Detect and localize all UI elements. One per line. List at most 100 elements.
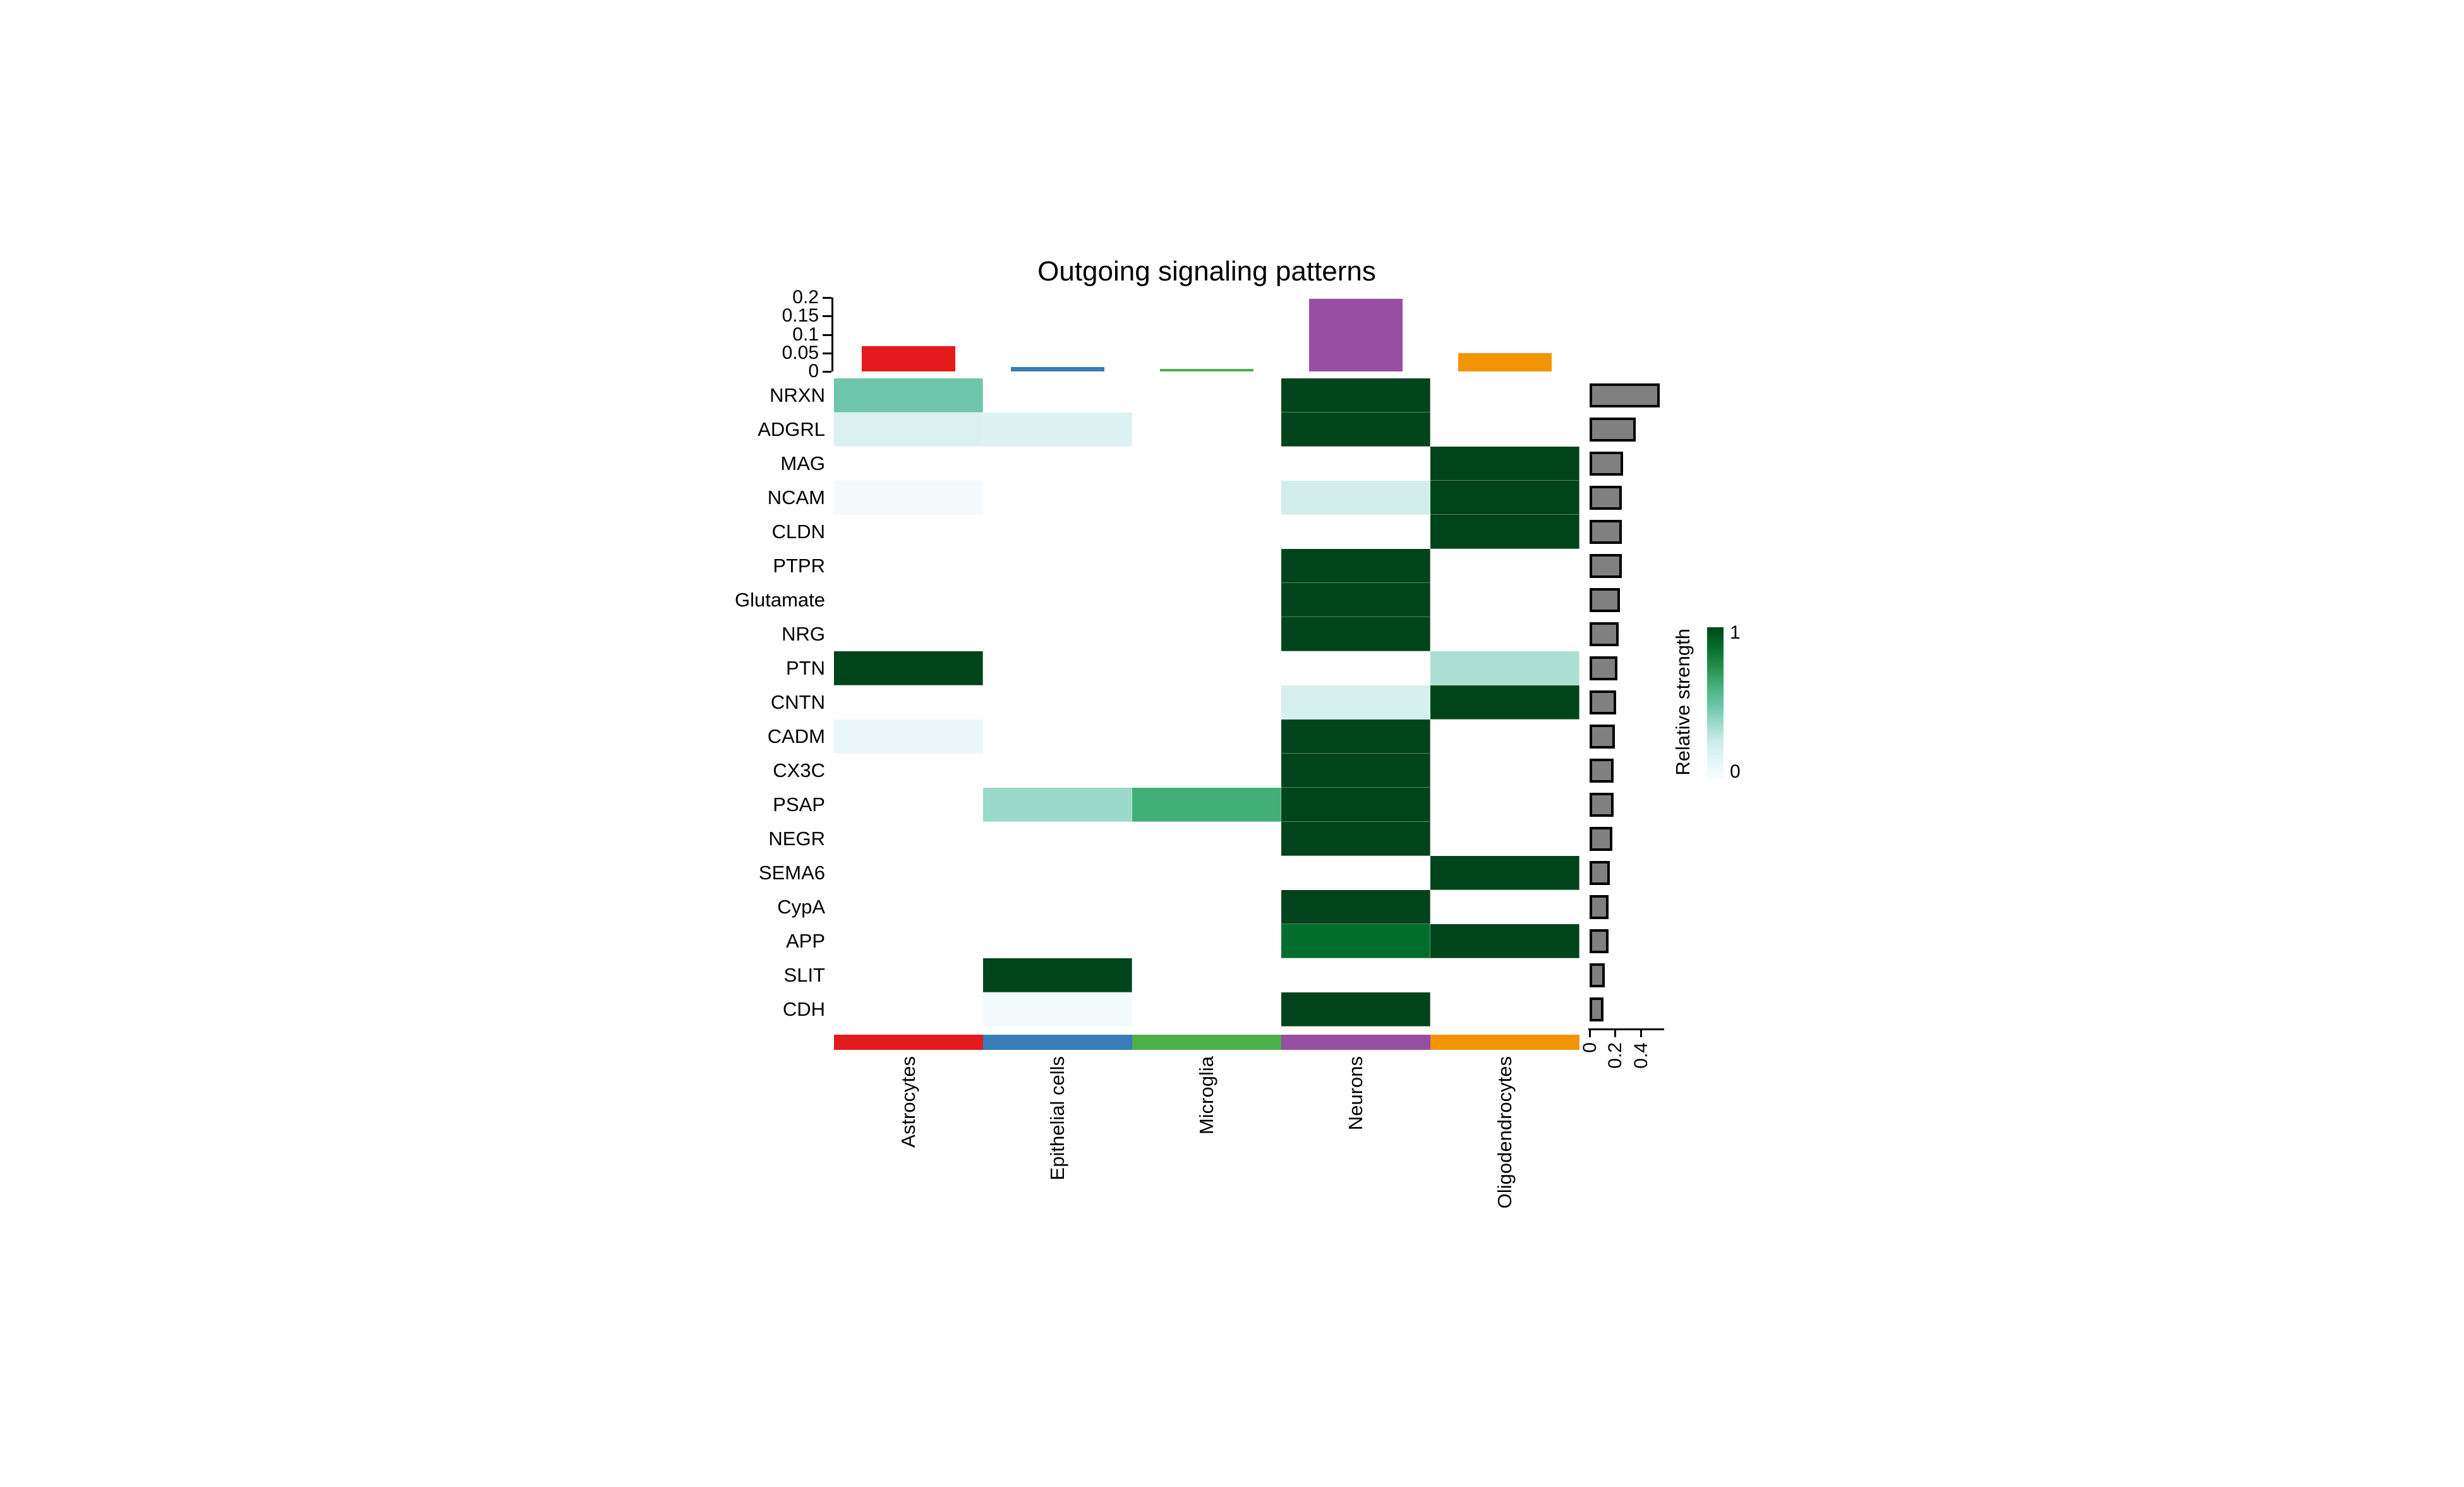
heatmap-cell (1132, 958, 1281, 992)
heatmap-cell (1430, 447, 1579, 481)
right-bar (1590, 554, 1622, 578)
top-bar (1458, 353, 1552, 371)
right-bar (1590, 963, 1605, 987)
heatmap-cell (834, 754, 983, 788)
heatmap-cell (1132, 583, 1281, 617)
top-axis-tick-label: 0.1 (792, 323, 819, 345)
heatmap-cell (1430, 412, 1579, 447)
heatmap-cell (983, 924, 1132, 958)
heatmap-cell (834, 890, 983, 924)
right-bar (1590, 690, 1616, 714)
row-label: PSAP (773, 793, 825, 816)
heatmap-cell (1430, 617, 1579, 651)
heatmap-cell (983, 992, 1132, 1026)
heatmap-cell (834, 412, 983, 447)
heatmap-cell (983, 549, 1132, 583)
heatmap-cell (1430, 378, 1579, 412)
heatmap-cell (1132, 515, 1281, 549)
row-label: CNTN (770, 691, 825, 713)
row-label: CADM (767, 725, 825, 747)
heatmap-cell (1132, 924, 1281, 958)
heatmap-cell (1430, 754, 1579, 788)
row-label: Glutamate (734, 589, 825, 611)
top-axis-tick-label: 0.05 (782, 342, 819, 363)
heatmap-cell (1430, 822, 1579, 856)
heatmap-cell (834, 822, 983, 856)
heatmap-cell (983, 412, 1132, 447)
heatmap-cell (1281, 651, 1430, 685)
top-axis-tick-label: 0.15 (782, 305, 819, 327)
heatmap-cell (983, 651, 1132, 685)
heatmap-cell (1430, 924, 1579, 958)
heatmap-cell (1132, 754, 1281, 788)
heatmap-cell (983, 583, 1132, 617)
heatmap-cell (1281, 958, 1430, 992)
heatmap-cell (1430, 992, 1579, 1026)
right-bar (1590, 520, 1622, 544)
heatmap-cell (1132, 481, 1281, 515)
strip-segment (983, 1035, 1132, 1050)
heatmap-cell (1281, 992, 1430, 1026)
heatmap-cell (1430, 515, 1579, 549)
heatmap-cell (1430, 685, 1579, 719)
top-bar (862, 346, 955, 371)
right-axis-line (1588, 1028, 1664, 1030)
right-axis-tick (1640, 1028, 1642, 1037)
strip-segment (834, 1035, 983, 1050)
heatmap-cell (834, 924, 983, 958)
heatmap-cell (1430, 788, 1579, 822)
heatmap-cell (1281, 890, 1430, 924)
right-bar (1590, 486, 1622, 510)
top-bar (1309, 299, 1403, 371)
row-label: SLIT (783, 964, 825, 986)
heatmap-cell (1281, 481, 1430, 515)
heatmap-cell (1132, 549, 1281, 583)
right-bar (1590, 997, 1603, 1021)
top-axis-tick-label: 0.2 (792, 287, 819, 308)
legend-gradient (1707, 627, 1724, 779)
heatmap-cell (1132, 890, 1281, 924)
top-bar (1160, 369, 1253, 371)
heatmap-cell (983, 958, 1132, 992)
row-label: CypA (777, 896, 825, 918)
right-bar (1590, 725, 1615, 749)
strip-segment (1281, 1035, 1430, 1050)
row-label: CDH (782, 998, 825, 1020)
right-bar (1590, 418, 1636, 442)
heatmap-cell (1281, 719, 1430, 754)
heatmap-cell (834, 617, 983, 651)
heatmap-cell (983, 617, 1132, 651)
heatmap-cell (983, 481, 1132, 515)
heatmap-cell (1132, 719, 1281, 754)
heatmap-cell (1132, 447, 1281, 481)
heatmap-cell (834, 549, 983, 583)
heatmap-cell (983, 378, 1132, 412)
heatmap-cell (834, 992, 983, 1026)
right-axis-tick-label: 0 (1579, 1042, 1600, 1053)
heatmap-cell (1132, 412, 1281, 447)
heatmap-cell (983, 515, 1132, 549)
right-bar (1590, 793, 1614, 817)
heatmap-cell (1430, 958, 1579, 992)
heatmap-cell (983, 822, 1132, 856)
top-axis-tick (823, 371, 831, 373)
heatmap-cell (1281, 856, 1430, 890)
heatmap-cell (834, 685, 983, 719)
heatmap-cell (1430, 856, 1579, 890)
heatmap-cell (834, 447, 983, 481)
right-bar (1590, 895, 1609, 919)
column-label: Astrocytes (897, 1056, 919, 1148)
heatmap-cell (1281, 754, 1430, 788)
heatmap-cell (1132, 856, 1281, 890)
heatmap-cell (834, 719, 983, 754)
legend-max-label: 1 (1730, 622, 1741, 643)
row-label: CLDN (771, 521, 825, 543)
top-axis-tick (823, 297, 831, 299)
heatmap-cell (1281, 515, 1430, 549)
right-bar (1590, 929, 1609, 953)
top-axis-tick-label: 0 (808, 361, 819, 382)
row-label: NEGR (768, 828, 825, 850)
right-bar (1590, 452, 1623, 476)
right-bar (1590, 827, 1612, 851)
heatmap-cell (1281, 549, 1430, 583)
